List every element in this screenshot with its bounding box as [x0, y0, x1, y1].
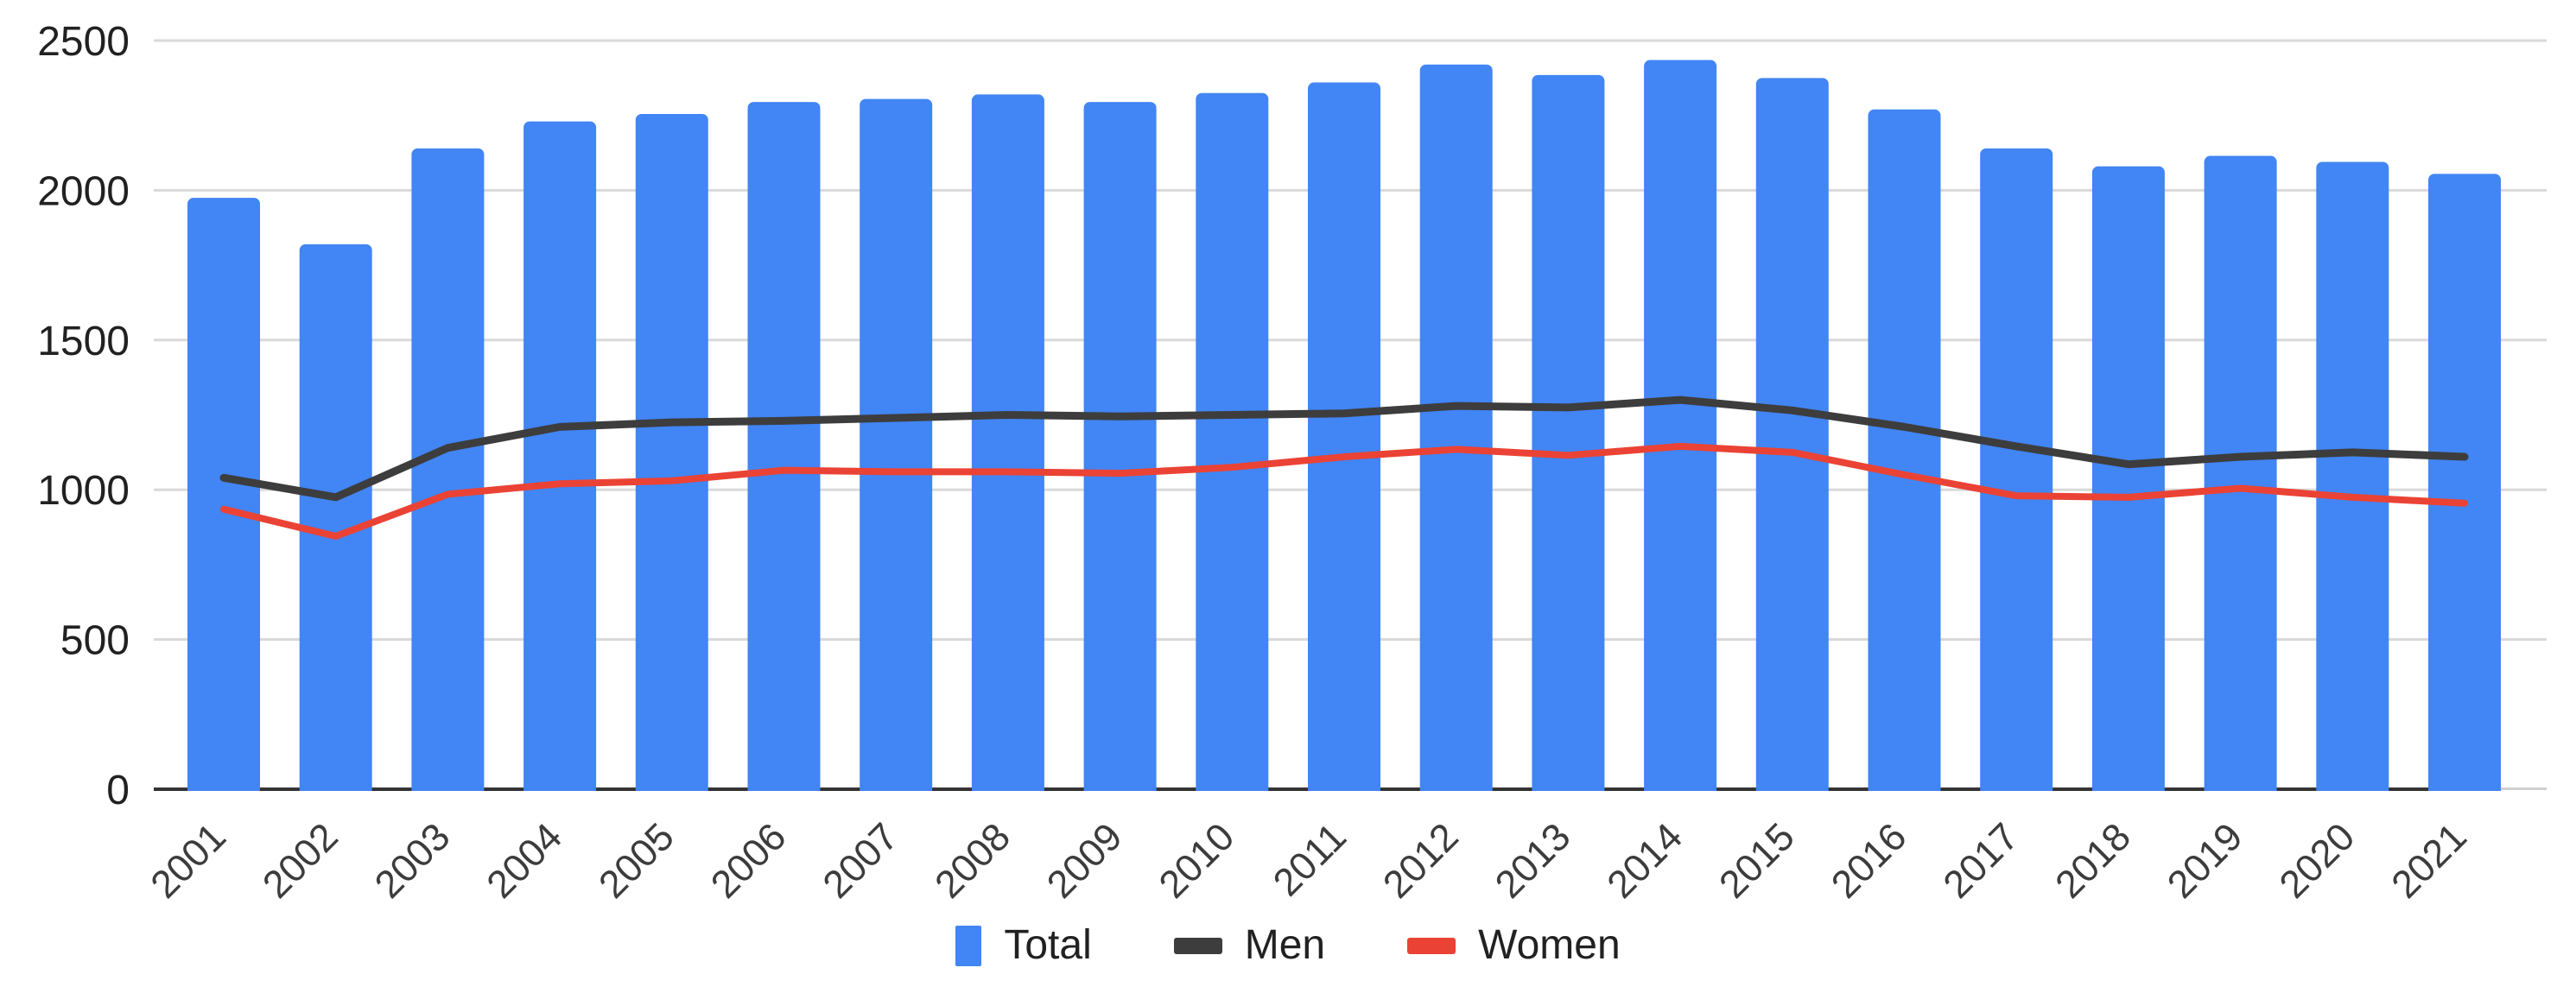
total-bar-2020 [2316, 161, 2389, 792]
total-bar-2013 [1532, 74, 1605, 791]
x-axis-tick-label: 2015 [1710, 814, 1803, 907]
x-axis-tick-label: 2013 [1487, 814, 1579, 907]
legend-label-women: Women [1478, 922, 1621, 968]
total-bar-2003 [411, 148, 485, 791]
x-axis-tick-label: 2007 [814, 814, 906, 907]
x-axis-tick-label: 2009 [1038, 814, 1131, 907]
x-axis-tick-label: 2018 [2046, 814, 2139, 907]
total-bar-2011 [1308, 82, 1380, 791]
total-bar-2004 [523, 121, 597, 792]
x-axis-tick-label: 2004 [478, 814, 570, 907]
total-bar-2014 [1644, 60, 1717, 792]
x-axis-tick-label: 2021 [2382, 814, 2475, 907]
y-axis-tick-label: 500 [60, 618, 130, 664]
x-axis-tick-label: 2001 [142, 814, 234, 907]
x-axis-tick-label: 2019 [2159, 814, 2251, 907]
x-axis-tick-label: 2016 [1823, 814, 1915, 907]
total-bar-2012 [1419, 64, 1493, 791]
x-axis-tick-label: 2011 [1265, 814, 1355, 904]
x-axis-tick-label: 2006 [702, 814, 795, 907]
men-line [219, 395, 2469, 502]
women-series-swatch [1407, 937, 1456, 954]
total-bar-2015 [1755, 78, 1829, 792]
x-axis-tick-label: 2010 [1151, 814, 1243, 907]
x-axis-tick-label: 2017 [1934, 814, 2027, 907]
total-bar-2006 [747, 102, 821, 792]
women-line [220, 442, 2468, 540]
legend-label-men: Men [1244, 922, 1326, 968]
gridline [154, 39, 2547, 42]
legend-label-total: Total [1004, 922, 1092, 968]
chart-legend: Total Men Women [0, 915, 2576, 976]
x-axis-tick-label: 2002 [254, 814, 346, 907]
total-bar-2002 [299, 244, 372, 792]
y-axis-tick-label: 1000 [37, 468, 130, 514]
x-axis-tick-label: 2020 [2271, 814, 2363, 907]
y-axis-tick-label: 2500 [37, 19, 130, 65]
total-bar-2010 [1196, 92, 1269, 791]
total-bar-2007 [860, 98, 933, 792]
total-bar-2009 [1083, 102, 1157, 792]
men-series-swatch [1173, 937, 1222, 954]
total-series-swatch [955, 925, 982, 966]
legend-item-men: Men [1173, 922, 1326, 968]
y-axis-tick-label: 2000 [37, 168, 130, 214]
x-axis-tick-label: 2014 [1598, 814, 1691, 907]
x-axis-tick-label: 2005 [590, 814, 682, 907]
total-bar-2005 [635, 113, 708, 791]
total-bar-2016 [1868, 109, 1941, 791]
y-axis-tick-label: 0 [106, 768, 130, 813]
x-axis-tick-label: 2003 [366, 814, 459, 907]
total-bar-2008 [971, 94, 1044, 791]
total-bar-2018 [2091, 166, 2165, 791]
legend-item-women: Women [1407, 925, 1621, 966]
x-axis-line-end [2497, 787, 2547, 790]
x-axis-tick-label: 2008 [926, 814, 1018, 907]
total-bar-2019 [2204, 155, 2277, 791]
total-bar-2021 [2428, 174, 2501, 792]
chart-plot-area: 0 500 1000 1500 2000 2500 2001 2002 2003 2004 2005… [37, 19, 2547, 907]
legend-item-total: Total [955, 922, 1092, 968]
total-bar-2017 [1980, 148, 2053, 791]
total-bar-2001 [187, 198, 260, 791]
y-axis-tick-label: 1500 [37, 319, 130, 364]
x-axis-tick-label: 2012 [1374, 814, 1467, 907]
